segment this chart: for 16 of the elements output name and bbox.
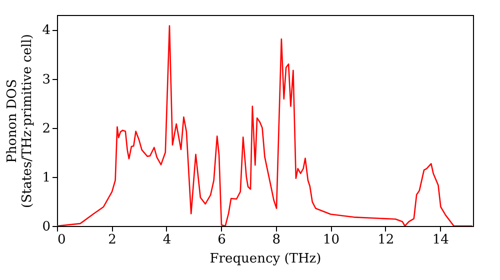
y-tick-label: 2: [42, 121, 50, 136]
y-tick-label: 4: [42, 23, 50, 38]
x-tick-label: 4: [162, 232, 172, 248]
y-tick-label: 3: [42, 72, 50, 88]
x-tick-label: 2: [108, 232, 116, 248]
x-tick-label: 12: [378, 232, 394, 248]
y-tick-label: 1: [42, 170, 50, 186]
x-tick-label: 10: [322, 232, 340, 248]
y-tick-label: 0: [42, 220, 50, 234]
x-tick-label: 14: [432, 232, 449, 248]
y-axis-title: Phonon DOS (States/THz·primitive cell): [5, 34, 36, 208]
x-tick-label: 8: [272, 232, 281, 248]
line-series: [57, 25, 473, 226]
x-tick-label: 6: [218, 232, 226, 248]
x-tick-label: 0: [58, 232, 66, 248]
x-axis-title: Frequency (THz): [210, 252, 322, 266]
